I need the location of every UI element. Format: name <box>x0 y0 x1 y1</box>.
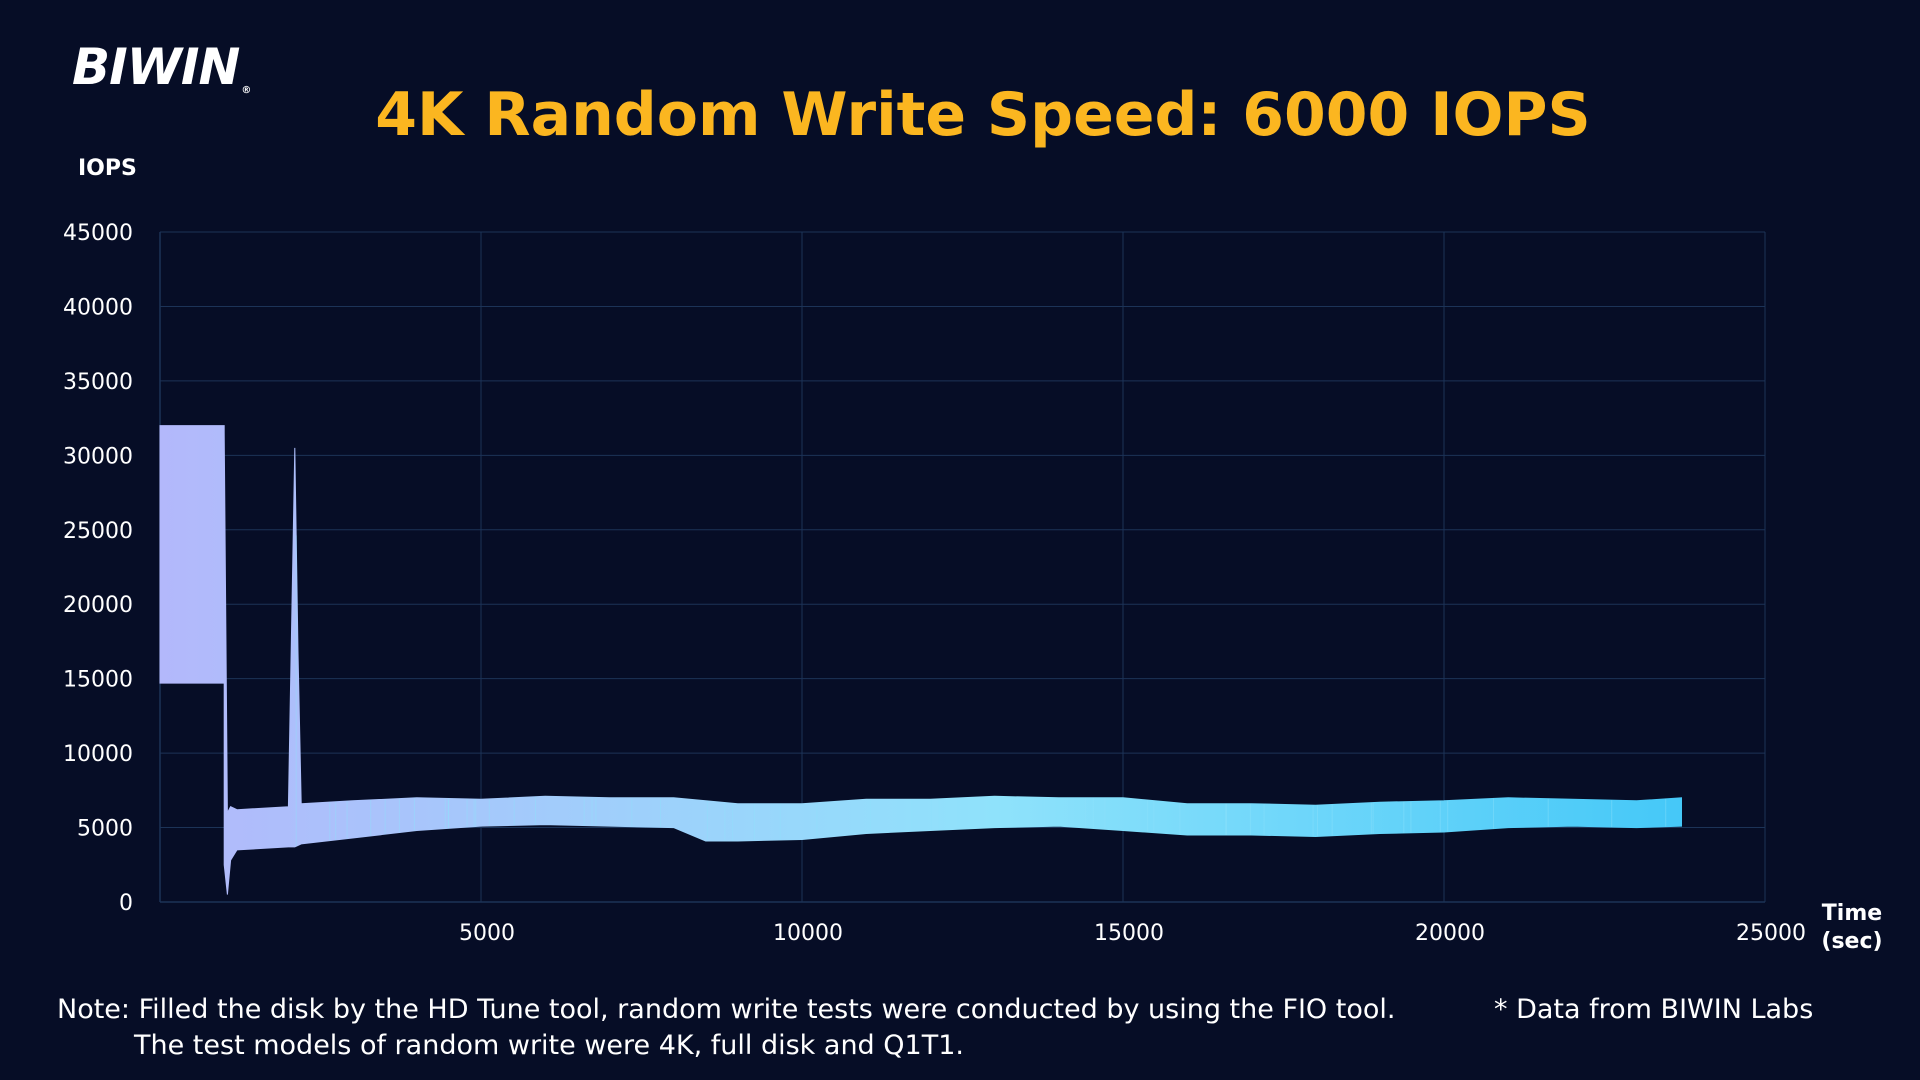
y-tick-label-45000: 45000 <box>63 221 133 246</box>
chart-grid <box>160 231 1766 902</box>
series-band <box>159 425 1682 895</box>
y-tick-label-15000: 15000 <box>63 668 133 693</box>
y-tick-label-0: 0 <box>119 891 133 916</box>
data-source: * Data from BIWIN Labs <box>1494 994 1814 1025</box>
note-line-2: The test models of random write were 4K,… <box>134 1030 964 1061</box>
x-axis-label: Time (sec) <box>1812 900 1892 956</box>
logo-text: BIWIN <box>72 38 240 96</box>
y-tick-labels: 0 5000 10000 15000 20000 25000 30000 35000 40000… <box>63 221 133 916</box>
y-tick-label-40000: 40000 <box>63 295 133 320</box>
x-axis-label-line2: (sec) <box>1821 929 1883 954</box>
y-tick-label-25000: 25000 <box>63 519 133 544</box>
y-tick-label-10000: 10000 <box>63 742 133 767</box>
x-tick-label-20000: 20000 <box>1415 921 1485 946</box>
series-group <box>159 425 1682 895</box>
series-spikes <box>232 535 1678 874</box>
biwin-logo: BIWIN ® <box>72 38 251 96</box>
x-axis-label-line1: Time <box>1821 901 1883 926</box>
y-tick-label-30000: 30000 <box>63 444 133 469</box>
y-tick-label-35000: 35000 <box>63 370 133 395</box>
x-tick-label-15000: 15000 <box>1094 921 1164 946</box>
x-tick-label-10000: 10000 <box>773 921 843 946</box>
x-tick-label-5000: 5000 <box>459 921 515 946</box>
registered-mark: ® <box>241 85 251 96</box>
y-tick-label-20000: 20000 <box>63 593 133 618</box>
x-tick-label-25000: 25000 <box>1736 921 1806 946</box>
y-tick-label-5000: 5000 <box>77 817 133 842</box>
note-line-1: Note: Filled the disk by the HD Tune too… <box>57 994 1396 1025</box>
x-tick-labels: 5000 10000 15000 20000 25000 <box>459 921 1806 946</box>
footer-note: Note: Filled the disk by the HD Tune too… <box>57 992 1395 1064</box>
y-axis-label: IOPS <box>78 156 137 181</box>
chart-title: 4K Random Write Speed: 6000 IOPS <box>375 80 1591 150</box>
